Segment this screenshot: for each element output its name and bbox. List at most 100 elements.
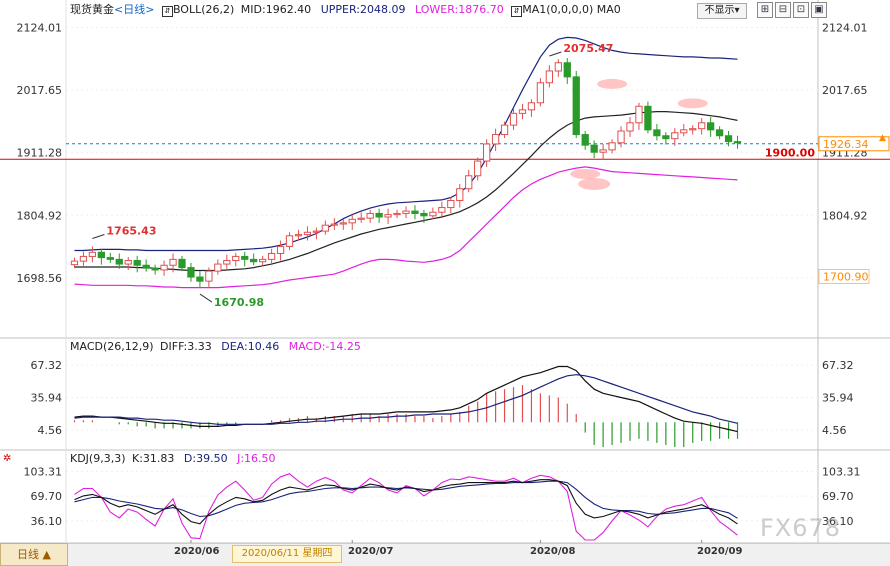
candle-body [285, 235, 294, 247]
annotation-pointer [92, 234, 105, 239]
candle-body [509, 112, 518, 126]
candle-body [572, 76, 580, 136]
kdj-tick-left: 36.10 [31, 515, 63, 528]
candle-body [724, 135, 733, 143]
candle-body [626, 122, 634, 132]
ma-label[interactable]: MA1(0,0,0,0) MA0 [522, 3, 621, 16]
candle-body [563, 62, 571, 78]
macd-value: MACD:-14.25 [288, 340, 361, 353]
kdj-tick-right: 36.10 [822, 515, 854, 528]
hide-button[interactable]: 不显示▾ [697, 3, 747, 19]
candle-body [527, 102, 536, 111]
kdj-tick-right: 69.70 [822, 490, 854, 503]
annotation-pointer [549, 51, 562, 57]
candle-body [259, 258, 267, 263]
candle-body [133, 260, 141, 266]
candle-body [375, 212, 383, 218]
candle-body [635, 105, 643, 124]
candle-body [339, 222, 347, 225]
boll-upper: UPPER:2048.09 [320, 3, 406, 16]
candle-body [707, 122, 715, 131]
candle-body [644, 105, 652, 131]
current-price-label: 1926.34 [823, 138, 869, 151]
boll-icon: ⇵ [161, 6, 173, 17]
candle-body [500, 124, 509, 136]
kdj-tick-left: 103.31 [24, 465, 63, 478]
candle-body [608, 142, 616, 151]
boll-label[interactable]: BOLL(26,2) [172, 3, 235, 16]
candle-body [384, 214, 392, 218]
candle-body [653, 129, 661, 137]
macd-tick-right: 67.32 [822, 359, 854, 372]
period-button[interactable]: 日线 ▲ [0, 543, 68, 566]
candle-body [581, 134, 589, 146]
highlight-ellipse [597, 78, 628, 89]
zoom-in-icon[interactable]: ⊞ [757, 2, 773, 18]
symbol-name[interactable]: 现货黄金 [70, 3, 114, 16]
candle-body [267, 252, 276, 260]
annotation-pointer [199, 293, 213, 303]
annotation-label: 2075.47 [563, 42, 613, 55]
price-tick-left: 1911.28 [17, 147, 63, 160]
fit-icon[interactable]: ⊡ [793, 2, 809, 18]
kdj-j-line [74, 473, 738, 541]
candle-body [88, 251, 97, 257]
candle-body [545, 70, 553, 84]
candle-body [554, 62, 562, 72]
kdj-d: D:39.50 [183, 452, 228, 465]
boll-lower: LOWER:1876.70 [414, 3, 504, 16]
candle-body [196, 276, 204, 282]
settings-icon[interactable]: ▣ [811, 2, 827, 18]
candle-body [321, 224, 329, 232]
candle-body [178, 258, 186, 269]
x-label-2: 2020/07 [348, 546, 394, 557]
candle-body [312, 230, 321, 233]
kdj-settings-icon[interactable]: ✲ [3, 453, 12, 464]
kdj-header: KDJ(9,3,3) K:31.83 D:39.50 J:16.50 [70, 452, 276, 466]
candle-body [142, 264, 150, 269]
current-price-box [818, 136, 890, 152]
cursor-date-label: 2020/06/11 星期四 [232, 545, 342, 563]
candle-body [241, 255, 249, 260]
highlight-ellipse [578, 178, 611, 191]
kdj-tick-right: 103.31 [822, 465, 861, 478]
kdj-k: K:31.83 [132, 452, 175, 465]
kdj-title[interactable]: KDJ(9,3,3) [70, 452, 126, 465]
macd-tick-right: 4.56 [822, 424, 847, 437]
macd-title[interactable]: MACD(26,12,9) [70, 340, 154, 353]
main-indicator-header: 现货黄金<日线> ⇵ BOLL(26,2) MID:1962.40 UPPER:2… [70, 3, 621, 17]
candle-body [715, 129, 724, 137]
price-tick-right: 2124.01 [822, 21, 868, 34]
macd-dea: DEA:10.46 [221, 340, 280, 353]
candle-body [483, 143, 491, 162]
candle-body [151, 267, 159, 271]
price-line-label-bg [770, 147, 818, 159]
macd-tick-left: 67.32 [31, 359, 63, 372]
candle-body [115, 258, 123, 265]
kdj-j: J:16.50 [237, 452, 276, 465]
candle-body [106, 257, 114, 260]
annotation-label: 1765.43 [106, 225, 156, 238]
candle-body [438, 207, 446, 213]
kdj-d-line [74, 480, 738, 519]
candle-body [330, 223, 338, 226]
candle-body [662, 135, 670, 140]
candle-body [169, 258, 177, 266]
boll-mid-line [74, 110, 738, 272]
lower-price-box [818, 268, 870, 284]
price-tick-left: 1804.92 [17, 209, 63, 222]
candle-body [671, 132, 679, 140]
candle-body [420, 212, 428, 217]
candle-body [429, 211, 437, 217]
macd-tick-right: 35.94 [822, 392, 854, 405]
candle-body [393, 212, 401, 216]
candle-body [97, 251, 105, 259]
candle-body [465, 175, 473, 190]
candle-body [357, 217, 365, 220]
candle-body [205, 270, 213, 282]
candle-body [617, 130, 625, 144]
kdj-tick-left: 69.70 [31, 490, 63, 503]
highlight-ellipse [570, 169, 601, 179]
zoom-out-icon[interactable]: ⊟ [775, 2, 791, 18]
